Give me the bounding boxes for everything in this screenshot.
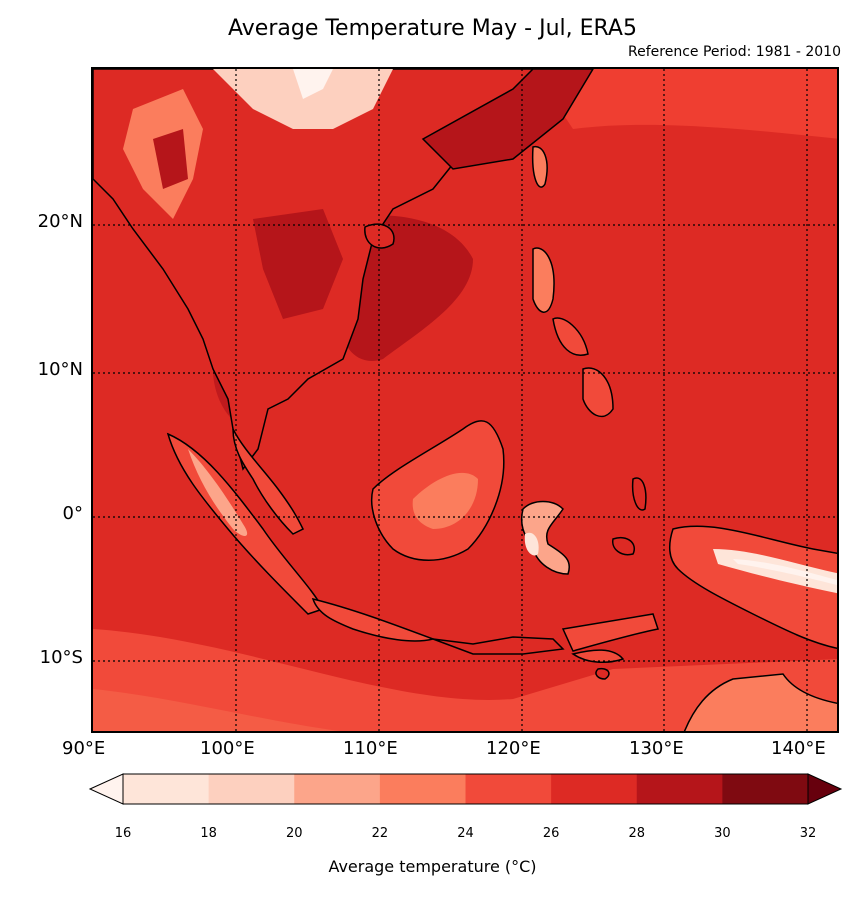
- colorbar-tick-label: 28: [628, 826, 646, 841]
- chart-title: Average Temperature May - Jul, ERA5: [228, 16, 637, 41]
- lat-tick-label: 0°: [62, 503, 83, 524]
- temperature-map: [93, 69, 837, 731]
- lon-tick-label: 90°E: [62, 738, 106, 759]
- colorbar-under-arrow: [88, 773, 124, 805]
- colorbar-segment: [294, 774, 381, 804]
- reference-period: Reference Period: 1981 - 2010: [628, 44, 841, 60]
- colorbar-tick-label: 26: [542, 826, 560, 841]
- colorbar-segment: [722, 774, 809, 804]
- colorbar-segment: [123, 774, 210, 804]
- colorbar-tick-label: 18: [200, 826, 217, 841]
- colorbar-tick-label: 32: [799, 826, 817, 841]
- lat-tick-label: 10°S: [39, 647, 83, 668]
- colorbar-tick-label: 30: [714, 826, 731, 841]
- map-panel: [91, 67, 839, 733]
- lon-tick-label: 120°E: [486, 738, 541, 759]
- lon-tick-label: 140°E: [771, 738, 826, 759]
- colorbar-segment: [465, 774, 552, 804]
- colorbar-title: Average temperature (°C): [328, 857, 537, 876]
- colorbar-tick-label: 24: [457, 826, 474, 841]
- lat-tick-label: 20°N: [37, 211, 83, 232]
- lon-tick-label: 130°E: [629, 738, 684, 759]
- colorbar-segment: [208, 774, 295, 804]
- colorbar-tick-label: 20: [285, 826, 303, 841]
- colorbar: [88, 773, 843, 805]
- lon-tick-label: 110°E: [343, 738, 398, 759]
- colorbar-border: [122, 773, 809, 805]
- colorbar-over-arrow: [807, 773, 843, 805]
- colorbar-segment: [379, 774, 466, 804]
- colorbar-tick-label: 22: [371, 826, 389, 841]
- lat-tick-label: 10°N: [37, 359, 83, 380]
- colorbar-tick-label: 16: [114, 826, 132, 841]
- lon-tick-label: 100°E: [200, 738, 255, 759]
- colorbar-segment: [551, 774, 638, 804]
- colorbar-segment: [636, 774, 723, 804]
